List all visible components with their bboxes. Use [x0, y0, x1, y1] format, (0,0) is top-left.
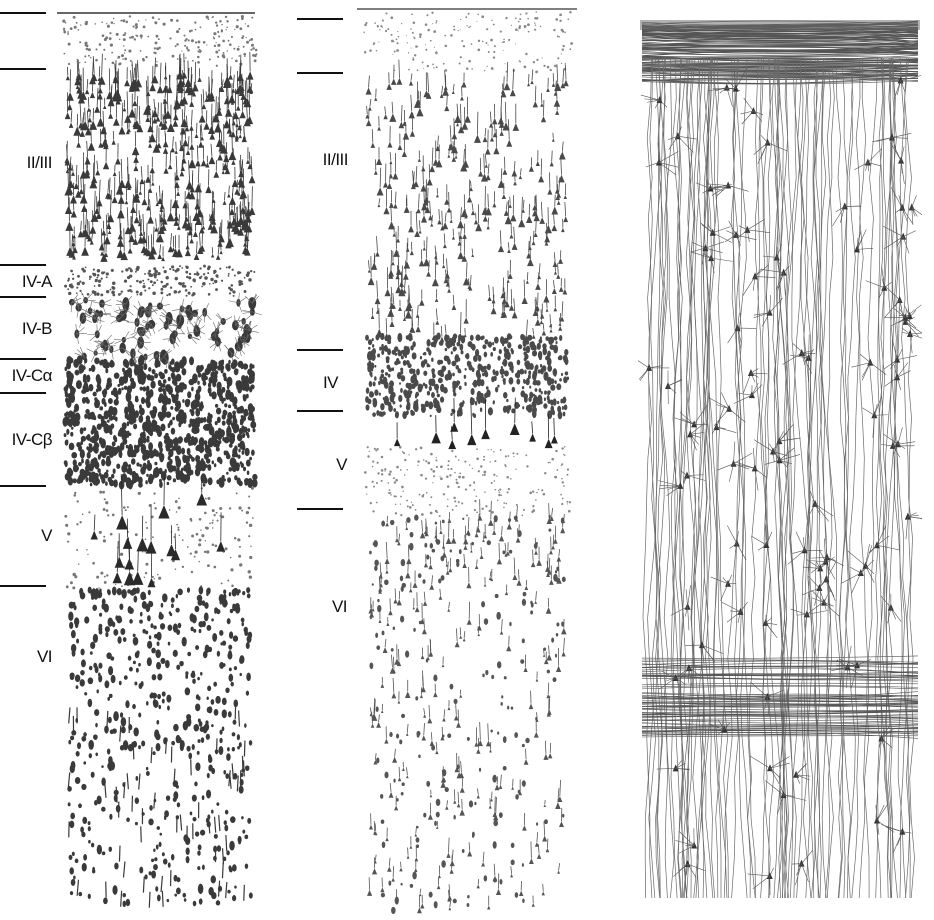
panel-right-neuron-stain [638, 18, 922, 902]
boundary-tick [0, 585, 46, 587]
layer-label: VI [36, 647, 53, 666]
panel-left-cell-stain [55, 10, 265, 915]
layer-label: II/III [322, 150, 349, 169]
layer-label: IV-Cα [11, 366, 53, 385]
boundary-tick [0, 296, 46, 298]
boundary-tick [297, 72, 343, 74]
layer-label: IV [322, 373, 339, 392]
boundary-tick [0, 12, 46, 14]
left-cell-stain-illustration [57, 12, 262, 908]
boundary-tick [0, 392, 46, 394]
boundary-tick [0, 485, 46, 487]
boundary-tick [0, 264, 46, 266]
panel-middle-cell-stain [355, 6, 580, 918]
layer-label: VI [331, 597, 348, 616]
boundary-tick [297, 18, 343, 20]
layer-label: II/III [26, 153, 53, 172]
layer-label: V [41, 526, 52, 545]
boundary-tick [0, 358, 46, 360]
layer-label: IV-B [21, 319, 53, 338]
boundary-tick [297, 349, 343, 351]
layer-label: V [336, 455, 347, 474]
right-neuron-stain-illustration [638, 20, 922, 899]
boundary-tick [297, 508, 343, 510]
layer-label: IV-A [21, 272, 53, 291]
boundary-tick [297, 410, 343, 412]
boundary-tick [0, 68, 46, 70]
middle-cell-stain-illustration [357, 8, 577, 915]
layer-label: IV-Cβ [11, 430, 53, 449]
